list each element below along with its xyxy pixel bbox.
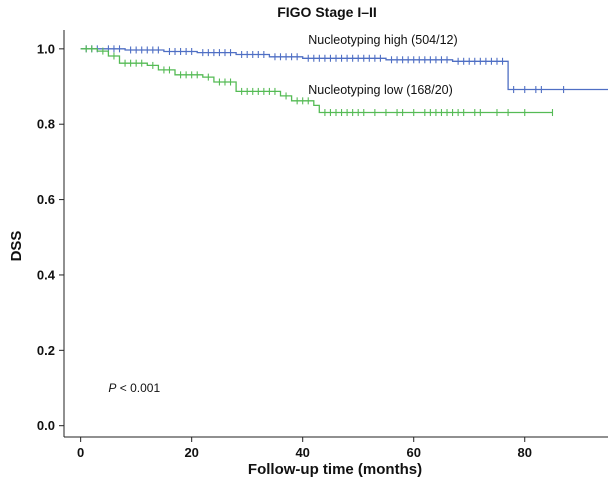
x-tick-label: 20: [184, 445, 198, 460]
x-tick-label: 80: [518, 445, 532, 460]
y-ticks: 0.0 0.2 0.4 0.6 0.8 1.0: [37, 41, 64, 433]
x-tick-label: 60: [406, 445, 420, 460]
x-ticks: 0 20 40 60 80: [77, 437, 532, 460]
x-tick-label: 40: [295, 445, 309, 460]
p-value-text: < 0.001: [116, 381, 160, 395]
chart-title: FIGO Stage I–II: [277, 4, 377, 20]
y-tick-label: 0.2: [37, 343, 55, 358]
p-value-annotation: P < 0.001: [108, 381, 160, 395]
y-tick-label: 1.0: [37, 41, 55, 56]
series-label-high: Nucleotyping high (504/12): [308, 33, 457, 47]
y-tick-label: 0.4: [37, 267, 56, 282]
y-tick-label: 0.8: [37, 117, 55, 132]
p-value-symbol: P: [108, 381, 116, 395]
x-tick-label: 0: [77, 445, 84, 460]
series-label-low: Nucleotyping low (168/20): [308, 83, 453, 97]
x-axis-label: Follow-up time (months): [248, 461, 422, 478]
survival-curve-high: [80, 48, 608, 91]
y-tick-label: 0.0: [37, 418, 55, 433]
plot-area: Nucleotyping high (504/12) Nucleotyping l…: [80, 33, 608, 117]
y-tick-label: 0.6: [37, 192, 55, 207]
axes: [63, 30, 608, 438]
y-axis-label: DSS: [8, 231, 25, 262]
